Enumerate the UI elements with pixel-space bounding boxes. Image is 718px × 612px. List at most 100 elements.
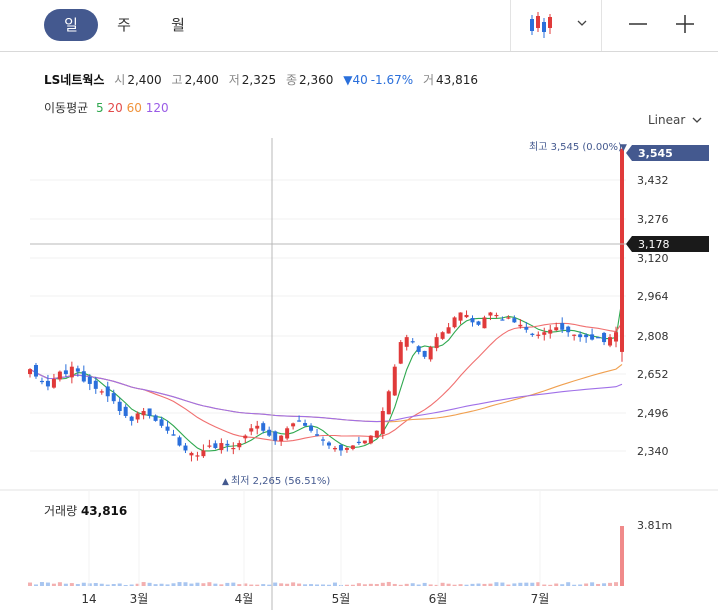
candle-body	[213, 443, 218, 448]
volume-bar	[602, 583, 607, 586]
volume-bar	[195, 582, 200, 586]
volume-bar	[273, 582, 278, 586]
moving-average-lines	[29, 299, 623, 452]
change-percent: -1.67%	[370, 73, 414, 87]
price-tick-label: 2,652	[637, 368, 669, 381]
volume-bar	[350, 584, 355, 586]
candle-body	[165, 426, 170, 431]
candle-body	[255, 425, 260, 429]
candle-body	[332, 447, 337, 450]
volume-bar	[416, 584, 421, 586]
candle-body	[512, 318, 517, 323]
price-tick-label: 2,964	[637, 290, 669, 303]
volume-bar	[297, 583, 302, 586]
price-chart[interactable]: 3,432 3,276 3,120 2,964 2,808 2,652 2,496 2,340…	[0, 130, 718, 612]
chart-type-button[interactable]	[522, 8, 592, 42]
volume-bar	[249, 584, 254, 586]
volume-bar	[608, 582, 613, 586]
volume-bar	[404, 583, 409, 586]
volume-bar	[45, 582, 50, 586]
tab-monthly[interactable]: 월	[171, 16, 185, 34]
time-axis: 14 3월 4월 5월 6월 7월	[81, 490, 549, 606]
volume-bars	[0, 489, 718, 586]
candle-body	[368, 435, 373, 444]
candle-body	[141, 411, 146, 416]
price-tick-label: 2,808	[637, 330, 669, 343]
candle-body	[440, 332, 445, 339]
candle-body	[398, 342, 403, 364]
candle-body	[93, 380, 98, 389]
candlestick-icon	[530, 12, 552, 38]
price-axis: 3,432 3,276 3,120 2,964 2,808 2,652 2,496 2,340	[637, 174, 669, 458]
volume-bar	[99, 583, 104, 586]
volume-bar	[255, 584, 260, 586]
volume-bar	[28, 582, 32, 586]
candle-body	[572, 334, 577, 336]
candlestick-series	[28, 148, 624, 462]
candle-body	[249, 428, 254, 432]
volume-bar	[165, 584, 170, 586]
chart-toolbar: 일 주 월	[0, 0, 718, 52]
volume-title: 거래량 43,816	[44, 502, 127, 519]
candle-body	[285, 428, 290, 439]
volume-bar	[560, 584, 565, 586]
price-tick-label: 3,120	[637, 252, 669, 265]
candle-body	[321, 439, 326, 441]
max-annotation: 최고 3,545 (0.00%)	[529, 141, 622, 153]
candle-body	[404, 337, 409, 347]
candle-body	[350, 445, 355, 449]
volume-bar	[584, 583, 589, 586]
volume-bar	[374, 584, 379, 586]
volume-bar	[494, 582, 499, 586]
volume-bar	[506, 584, 511, 586]
candle-body	[536, 334, 541, 336]
tab-daily[interactable]: 일	[44, 9, 98, 41]
zoom-in-button[interactable]	[671, 10, 699, 38]
candle-body	[159, 419, 164, 426]
high-label: 고	[171, 73, 183, 87]
volume-bar	[117, 583, 122, 586]
candle-body	[183, 445, 188, 451]
candle-body	[28, 369, 32, 375]
volume-bar	[380, 582, 385, 586]
ma20-legend: 20	[107, 101, 123, 115]
volume-bar	[524, 582, 529, 586]
volume-bar	[123, 584, 128, 586]
volume-bar	[159, 583, 164, 586]
candle-body	[356, 441, 361, 444]
candle-body	[147, 408, 152, 416]
volume-bar	[261, 584, 266, 586]
candle-body	[446, 327, 451, 334]
candle-body	[434, 337, 439, 349]
volume-bar	[596, 583, 601, 586]
max-marker-icon: ▼	[620, 143, 627, 153]
volume-bar	[386, 581, 391, 586]
time-tick-label: 14	[81, 592, 96, 606]
ma-line	[29, 368, 623, 423]
volume-bar	[87, 583, 92, 586]
volume-bar	[368, 583, 373, 586]
volume-bar	[243, 583, 248, 586]
volume-bar	[356, 583, 361, 586]
volume-bar	[332, 582, 337, 586]
candle-body	[560, 323, 565, 330]
candle-body	[75, 368, 80, 372]
zoom-out-button[interactable]	[624, 10, 652, 38]
volume-bar	[201, 583, 206, 586]
candle-body	[344, 447, 349, 450]
volume-bar	[326, 584, 331, 586]
crosshair-price-text: 3,178	[638, 238, 670, 251]
candle-body	[380, 411, 385, 434]
high-value: 2,400	[184, 73, 219, 87]
scale-dropdown[interactable]: Linear	[648, 113, 702, 127]
volume-bar	[321, 584, 326, 586]
candle-body	[458, 312, 463, 321]
volume-bar	[620, 526, 624, 586]
tab-weekly[interactable]: 주	[117, 16, 131, 34]
volume-value: 43,816	[436, 73, 479, 87]
toolbar-divider	[601, 0, 602, 51]
volume-bar	[105, 584, 110, 586]
volume-bar	[476, 583, 481, 586]
volume-bar	[446, 583, 451, 586]
candle-body	[81, 371, 86, 382]
